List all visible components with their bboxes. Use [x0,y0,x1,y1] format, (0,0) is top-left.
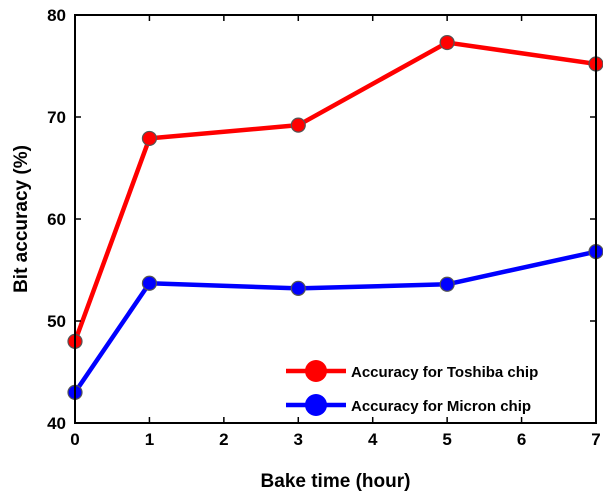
data-point [290,280,306,296]
plot-frame [74,14,597,424]
x-tick-label: 2 [219,430,228,449]
y-tick-label: 40 [47,414,66,433]
axis-ticks: 0 1 2 3 4 5 6 7 40 50 60 70 80 [47,6,601,449]
x-tick-label: 7 [591,430,600,449]
legend-swatch-marker [305,360,327,382]
legend-label: Accuracy for Toshiba chip [351,364,538,381]
x-tick-label: 1 [145,430,154,449]
y-axis-title: Bit accuracy (%) [11,145,32,293]
y-tick-label: 80 [47,6,66,25]
legend-item: Accuracy for Toshiba chip [286,360,538,382]
legend-swatch-marker [305,394,327,416]
x-tick-label: 4 [368,430,378,449]
data-point [141,275,158,291]
x-tick-label: 5 [442,430,451,449]
x-tick-label: 6 [517,430,526,449]
series-2 [67,244,603,400]
series-1 [67,34,603,349]
x-axis-title: Bake time (hour) [261,471,411,492]
legend-label: Accuracy for Micron chip [351,398,531,415]
legend: Accuracy for Toshiba chip Accuracy for Mi… [286,360,538,416]
y-tick-label: 50 [47,312,66,331]
plot-marks [67,34,603,400]
legend-item: Accuracy for Micron chip [286,394,531,416]
data-point [290,117,306,133]
data-point [141,130,158,147]
y-tick-label: 70 [47,108,66,127]
y-tick-label: 60 [47,210,66,229]
x-tick-label: 0 [70,430,79,449]
data-point [439,276,455,292]
series-line [72,40,597,343]
data-point [439,34,455,51]
x-tick-label: 3 [294,430,303,449]
